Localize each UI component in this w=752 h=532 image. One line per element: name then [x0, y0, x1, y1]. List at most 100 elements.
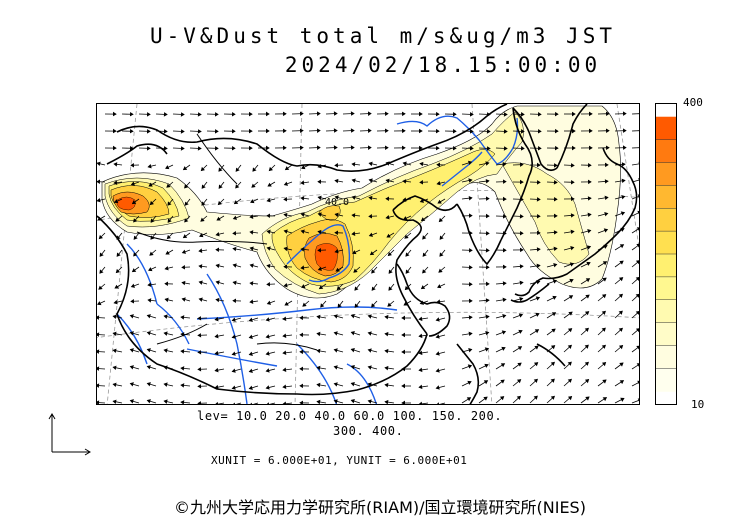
wind-arrow-head: [129, 348, 134, 353]
wind-arrow-head: [435, 111, 440, 117]
wind-arrow-head: [112, 128, 117, 134]
wind-arrow-head: [418, 350, 423, 356]
wind-arrow-head: [250, 199, 255, 204]
wind-arrow-head: [317, 212, 322, 217]
wind-arrow-head: [283, 212, 288, 218]
wind-arrow-head: [218, 167, 223, 172]
wind-arrow-head: [553, 263, 558, 268]
wind-arrow-head: [216, 216, 221, 221]
wind-arrow-head: [235, 167, 240, 172]
wind-arrow-head: [231, 351, 236, 356]
wind-arrow-head: [333, 145, 338, 150]
wind-arrow-head: [334, 249, 339, 254]
scale-swatch: [656, 368, 676, 392]
wind-arrow-head: [568, 295, 574, 300]
color-scale-bar: [655, 103, 677, 405]
wind-arrow-head: [502, 214, 507, 219]
wind-arrow-head: [184, 184, 189, 189]
wind-arrow-head: [418, 128, 423, 134]
wind-arrow-head: [129, 145, 134, 151]
wind-arrow-head: [283, 283, 288, 288]
wind-arrow-head: [214, 146, 219, 151]
wind-arrow-head: [97, 349, 100, 354]
wind-arrow-head: [637, 194, 639, 198]
wind-arrow-head: [163, 112, 168, 117]
wind-arrow: [631, 228, 639, 234]
wind-arrow-head: [604, 212, 609, 217]
wind-arrow-head: [468, 160, 473, 165]
wind-arrow-head: [354, 303, 359, 308]
scale-swatch: [656, 231, 676, 255]
wind-arrow-head: [601, 327, 606, 332]
wind-arrow-head: [317, 229, 322, 235]
wind-arrow-head: [337, 303, 342, 308]
reference-vector: [48, 413, 91, 456]
wind-arrow-head: [133, 252, 138, 257]
wind-arrow-head: [486, 112, 491, 117]
wind-arrow-head: [265, 368, 270, 373]
wind-arrow-head: [266, 300, 272, 305]
wind-arrow-head: [419, 161, 424, 167]
wind-arrow-head: [468, 298, 473, 304]
wind-arrow-head: [182, 166, 188, 171]
wind-arrow-head: [485, 196, 490, 201]
wind-arrow-head: [301, 284, 306, 289]
wind-arrow-head: [367, 111, 372, 116]
wind-arrow-head: [316, 399, 321, 404]
wind-arrow-head: [197, 146, 202, 151]
wind-arrow-head: [604, 162, 609, 168]
wind-arrow-head: [232, 280, 237, 286]
wind-arrow-head: [553, 213, 558, 219]
wind-arrow-head: [248, 385, 253, 390]
wind-arrow-head: [419, 179, 424, 185]
wind-arrow-head: [283, 246, 288, 252]
wind-arrow-head: [197, 316, 202, 321]
wind-arrow-head: [619, 362, 624, 367]
scale-swatch: [656, 185, 676, 209]
wind-arrow-head: [502, 281, 507, 286]
wind-arrow-head: [570, 163, 575, 168]
wind-arrow-head: [265, 334, 270, 339]
wind-arrow-head: [536, 230, 541, 236]
wind-arrow-head: [113, 300, 118, 305]
wind-arrow-head: [163, 348, 168, 353]
wind-arrow-head: [299, 366, 304, 372]
wind-arrow-head: [418, 316, 423, 322]
wind-arrow-head: [638, 178, 639, 181]
wind-arrow-head: [534, 329, 540, 334]
wind-arrow-head: [299, 128, 304, 134]
wind-arrow-head: [405, 269, 410, 274]
wind-arrow-head: [435, 351, 440, 356]
wind-arrow-head: [571, 145, 576, 151]
wind-arrow-head: [485, 314, 490, 320]
wind-arrow-head: [317, 179, 322, 185]
wind-arrow-head: [452, 111, 457, 117]
wind-arrow-head: [437, 284, 442, 289]
wind-arrow-head: [554, 111, 559, 117]
wind-arrow-head: [112, 111, 117, 117]
wind-arrow-head: [265, 111, 270, 117]
wind-arrow-head: [133, 218, 138, 223]
wind-arrow-head: [97, 301, 102, 306]
wind-arrow-head: [333, 128, 338, 133]
wind-arrow-head: [129, 128, 134, 134]
wind-arrow-head: [317, 195, 322, 201]
wind-arrow-head: [500, 379, 505, 384]
wind-arrow-head: [282, 367, 287, 372]
wind-arrow-head: [503, 146, 508, 151]
wind-arrow-head: [283, 181, 289, 186]
wind-arrow-head: [519, 197, 524, 202]
wind-arrow-head: [129, 331, 134, 336]
wind-arrow-head: [201, 184, 206, 189]
wind-arrow-head: [181, 297, 186, 302]
wind-arrow-head: [165, 250, 170, 255]
wind-arrow-head: [282, 401, 287, 404]
wind-arrow-head: [553, 246, 558, 252]
wind-arrow-head: [537, 111, 542, 117]
wind-arrow-head: [570, 246, 575, 251]
wind-arrow: [236, 402, 242, 404]
wind-arrow-head: [401, 366, 406, 372]
wind-arrow-head: [384, 331, 389, 337]
wind-arrow-head: [620, 211, 626, 216]
wind-arrow-head: [605, 145, 610, 151]
